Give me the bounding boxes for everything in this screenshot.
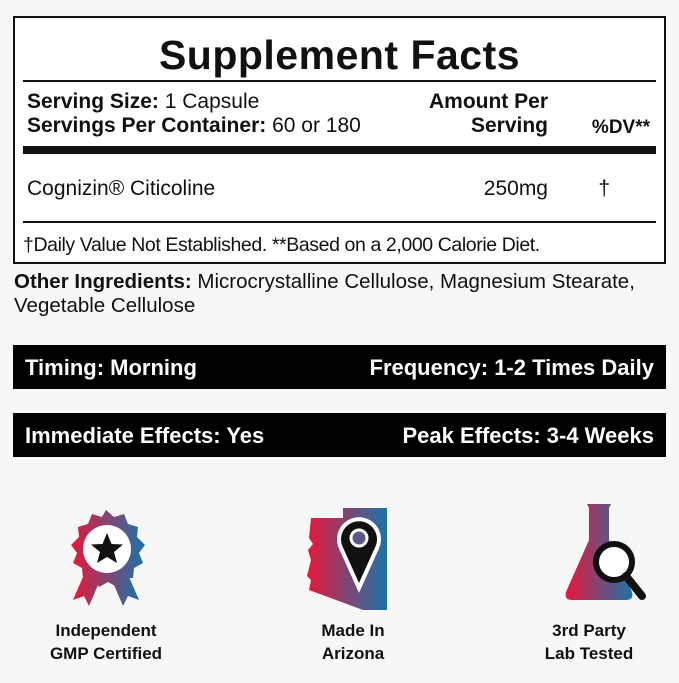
thick-divider [23, 146, 656, 154]
panel-title: Supplement Facts [158, 32, 521, 78]
award-ribbon-icon [71, 510, 145, 606]
arizona-map-pin-icon [307, 508, 387, 610]
lab-flask-magnifier-icon [565, 504, 646, 600]
ingredient-dv: † [598, 177, 610, 200]
effects-bar: Immediate Effects: Yes Peak Effects: 3-4… [13, 413, 666, 457]
ingredient-name: Cognizin® Citicoline [27, 177, 216, 200]
timing: Timing: Morning [25, 355, 197, 380]
peak-effects: Peak Effects: 3-4 Weeks [402, 423, 654, 448]
badge-line-1: Made In [321, 621, 385, 640]
badge-line-1: Independent [55, 621, 157, 640]
badge-line-2: GMP Certified [49, 644, 163, 663]
other-ingredients-value: Microcrystalline Cellulose, Magnesium St… [14, 270, 635, 317]
serving-size-value: 1 Capsule [164, 90, 260, 113]
ingredient-amount: 250mg [483, 177, 548, 200]
divider [23, 221, 656, 223]
badge-line-2: Lab Tested [544, 644, 634, 663]
frequency: Frequency: 1-2 Times Daily [369, 355, 655, 380]
serving-size-label: Serving Size: [27, 90, 159, 113]
other-ingredients-label: Other Ingredients: [14, 270, 192, 293]
servings-per-container-label: Servings Per Container: [27, 114, 267, 137]
badge-line-2: Arizona [321, 644, 385, 663]
serving-size: Serving Size: 1 Capsule [27, 90, 259, 114]
amount-header-2: Serving [470, 114, 548, 137]
dv-header: %DV** [591, 117, 650, 138]
badge-gmp-certified: Independent GMP Certified [6, 619, 206, 665]
servings-per-container-value: 60 or 180 [272, 114, 361, 137]
supplement-facts-panel: Supplement Facts Serving Size: 1 Capsule… [13, 16, 666, 264]
other-ingredients: Other Ingredients: Microcrystalline Cell… [14, 270, 664, 318]
badge-line-1: 3rd Party [552, 621, 626, 640]
footnote: †Daily Value Not Established. **Based on… [23, 234, 540, 256]
amount-header-1: Amount Per [428, 90, 548, 113]
divider [23, 80, 656, 82]
timing-bar: Timing: Morning Frequency: 1-2 Times Dai… [13, 345, 666, 389]
servings-per-container: Servings Per Container: 60 or 180 [27, 114, 361, 138]
badge-lab-tested: 3rd Party Lab Tested [489, 619, 679, 665]
immediate-effects: Immediate Effects: Yes [25, 423, 265, 448]
badge-made-in-arizona: Made In Arizona [253, 619, 453, 665]
